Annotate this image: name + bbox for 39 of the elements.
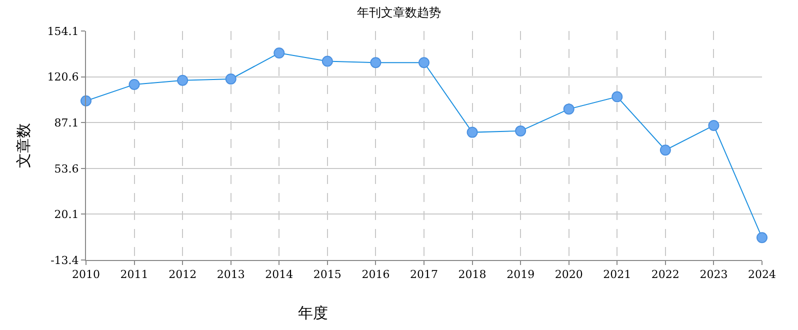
y-tick-label: 120.6 [47,70,79,84]
y-tick-label: 87.1 [54,116,79,130]
x-tick-label: 2020 [554,268,583,282]
point [370,57,382,68]
x-tick-label: 2017 [410,268,438,282]
x-tick-label: 2021 [603,268,632,282]
point [515,125,526,136]
point [225,73,236,84]
point [322,56,333,67]
x-tick-label: 2016 [362,268,390,282]
x-tick-label: 2011 [120,268,148,282]
y-tick-label: 20.1 [54,208,79,222]
y-tick-label: 154.1 [47,24,79,38]
point [177,74,188,86]
point [756,232,768,244]
x-tick-label: 2018 [458,268,486,282]
point [563,104,574,115]
y-axis-title: 文章数 [14,123,33,168]
x-tick-label: 2023 [700,268,728,282]
x-tick-label: 2015 [313,268,342,282]
y-tick-label: -13.4 [50,254,79,267]
point [708,120,720,131]
point [660,144,671,156]
chart-title: 年刊文章数趋势 [357,6,441,20]
point [418,57,430,68]
x-tick-label: 2012 [168,268,197,282]
x-tick-label: 2013 [216,268,245,282]
point [128,78,140,90]
x-tick-label: 2022 [651,268,680,282]
point [612,91,623,102]
x-tick-label: 2024 [748,268,776,282]
point [80,95,92,106]
x-tick-label: 2010 [72,268,100,282]
y-tick-label: 53.6 [54,162,79,176]
point [274,48,285,59]
x-tick-label: 2014 [265,268,294,282]
x-axis-title: 年度 [298,304,328,322]
x-tick-label: 2019 [506,268,535,282]
point [466,126,478,138]
